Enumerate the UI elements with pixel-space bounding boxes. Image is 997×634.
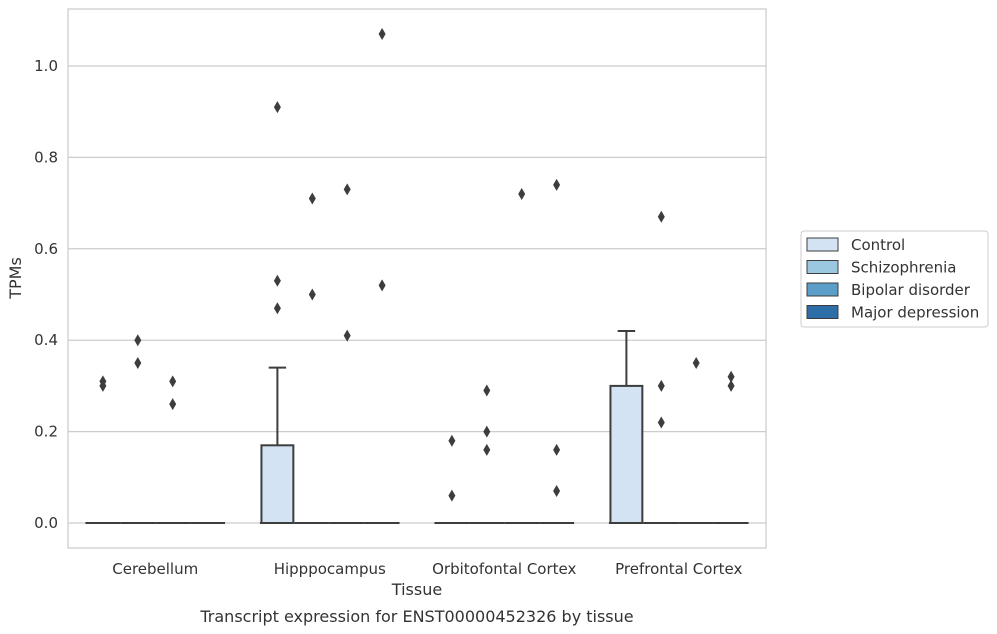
outlier-point	[169, 375, 177, 388]
box	[260, 444, 295, 524]
chart-caption: Transcript expression for ENST0000045232…	[199, 607, 633, 626]
outlier-point	[273, 274, 281, 287]
outlier-point	[483, 384, 491, 397]
outlier-point	[134, 357, 142, 370]
outlier-point	[483, 425, 491, 438]
legend-swatch	[806, 260, 839, 274]
legend-swatch	[806, 305, 839, 319]
grid-lines	[68, 65, 766, 524]
x-tick-label: Orbitofontal Cortex	[432, 560, 576, 578]
outlier-point	[273, 101, 281, 114]
outlier-point	[657, 210, 665, 223]
y-tick-label: 0.0	[34, 514, 58, 532]
outlier-point	[378, 279, 386, 292]
y-tick-label: 0.8	[34, 148, 58, 166]
y-tick-label: 0.2	[34, 423, 58, 441]
outlier-point	[657, 379, 665, 392]
y-tick-label: 0.4	[34, 331, 58, 349]
x-tick-label: Cerebellum	[112, 560, 198, 578]
box	[609, 384, 644, 524]
outlier-point	[657, 416, 665, 429]
outlier-point	[553, 485, 561, 498]
outlier-point	[343, 183, 351, 196]
legend-label: Control	[851, 236, 905, 254]
outlier-point	[518, 187, 526, 200]
outlier-point	[343, 329, 351, 342]
outlier-point	[483, 443, 491, 456]
outlier-point	[448, 489, 456, 502]
legend-swatch	[806, 237, 839, 252]
outlier-point	[727, 370, 735, 383]
outlier-point	[273, 302, 281, 315]
outlier-point	[378, 28, 386, 41]
legend-swatch	[806, 282, 839, 297]
legend-label: Bipolar disorder	[851, 281, 971, 299]
y-tick-labels: 0.0 0.2 0.4 0.6 0.8 1.0	[34, 57, 58, 532]
outlier-point	[553, 443, 561, 456]
outlier-point	[99, 375, 107, 388]
outlier-point	[308, 288, 316, 301]
x-axis-label: Tissue	[391, 580, 442, 599]
legend-label: Major depression	[851, 304, 979, 322]
outlier-point	[134, 334, 142, 347]
outlier-point	[448, 434, 456, 447]
boxes	[85, 330, 749, 524]
x-tick-label: Prefrontal Cortex	[615, 560, 742, 578]
plot-area-frame	[67, 8, 767, 549]
y-axis-label: TPMs	[6, 257, 25, 300]
x-tick-label: Hipppocampus	[274, 560, 386, 578]
legend-label: Schizophrenia	[851, 259, 956, 277]
outlier-point	[308, 192, 316, 205]
outlier-points	[99, 28, 735, 502]
outlier-point	[692, 357, 700, 370]
legend: Control Schizophrenia Bipolar disorder Majo…	[800, 230, 989, 328]
legend-frame	[800, 230, 989, 328]
y-tick-label: 0.6	[34, 240, 58, 258]
y-tick-label: 1.0	[34, 57, 58, 75]
outlier-point	[553, 178, 561, 191]
outlier-point	[169, 398, 177, 411]
x-tick-labels: Cerebellum Hipppocampus Orbitofontal Corte…	[112, 560, 742, 578]
outlier-point	[727, 379, 735, 392]
